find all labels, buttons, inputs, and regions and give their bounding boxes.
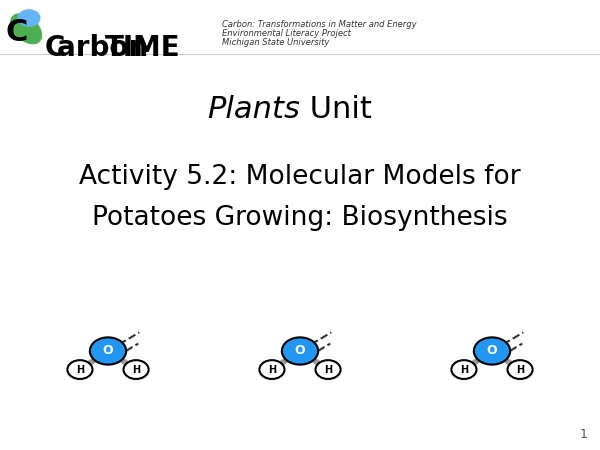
- Text: Plants: Plants: [207, 94, 300, 123]
- Text: Potatoes Growing: Biosynthesis: Potatoes Growing: Biosynthesis: [92, 205, 508, 231]
- Text: O: O: [295, 345, 305, 357]
- Circle shape: [259, 360, 284, 379]
- Text: arbon: arbon: [57, 34, 158, 62]
- Text: H: H: [132, 364, 140, 374]
- Circle shape: [508, 360, 533, 379]
- Text: Unit: Unit: [300, 94, 372, 123]
- Text: H: H: [324, 364, 332, 374]
- Circle shape: [90, 338, 126, 364]
- Circle shape: [282, 338, 318, 364]
- Text: Activity 5.2: Molecular Models for: Activity 5.2: Molecular Models for: [79, 164, 521, 190]
- Text: Carbon: Transformations in Matter and Energy: Carbon: Transformations in Matter and En…: [222, 20, 416, 29]
- Text: H: H: [76, 364, 84, 374]
- Circle shape: [316, 360, 341, 379]
- Circle shape: [451, 360, 476, 379]
- Circle shape: [474, 338, 510, 364]
- Text: O: O: [487, 345, 497, 357]
- Text: H: H: [516, 364, 524, 374]
- Text: 1: 1: [580, 428, 588, 441]
- Text: H: H: [460, 364, 468, 374]
- Text: C: C: [45, 34, 65, 62]
- Ellipse shape: [11, 14, 41, 44]
- Text: H: H: [268, 364, 276, 374]
- Circle shape: [67, 360, 92, 379]
- Circle shape: [124, 360, 149, 379]
- Text: Environmental Literacy Project: Environmental Literacy Project: [222, 29, 351, 38]
- Circle shape: [18, 10, 40, 26]
- Text: TIME: TIME: [105, 34, 181, 62]
- Text: O: O: [103, 345, 113, 357]
- Text: C: C: [5, 18, 28, 47]
- Text: Michigan State University: Michigan State University: [222, 38, 329, 47]
